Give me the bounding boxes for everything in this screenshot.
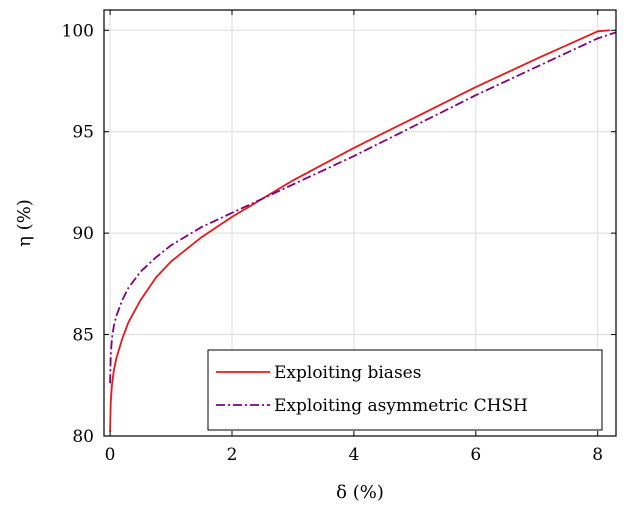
y-axis-label: η (%) [14,199,35,247]
axis-ticks: 0 2 4 6 8 80 85 90 95 100 [62,10,616,465]
y-tick-label: 90 [72,224,94,244]
y-tick-label: 100 [62,21,94,41]
x-axis-label: δ (%) [336,482,384,503]
plot-frame [103,9,617,437]
legend-label-2: Exploiting asymmetric CHSH [274,396,528,416]
series-line-1 [109,29,610,432]
series-lines [109,29,617,432]
legend-label-1: Exploiting biases [274,363,421,383]
y-tick-label: 80 [72,427,94,447]
legend: Exploiting biases Exploiting asymmetric C… [207,349,603,431]
x-tick-label: 6 [470,445,481,465]
series-line-2 [109,31,617,384]
x-tick-label: 2 [227,445,238,465]
y-tick-label: 85 [72,326,94,346]
x-tick-label: 8 [592,445,603,465]
x-tick-label: 0 [105,445,116,465]
y-tick-label: 95 [72,123,94,143]
legend-box [207,349,603,431]
x-tick-label: 4 [348,445,359,465]
